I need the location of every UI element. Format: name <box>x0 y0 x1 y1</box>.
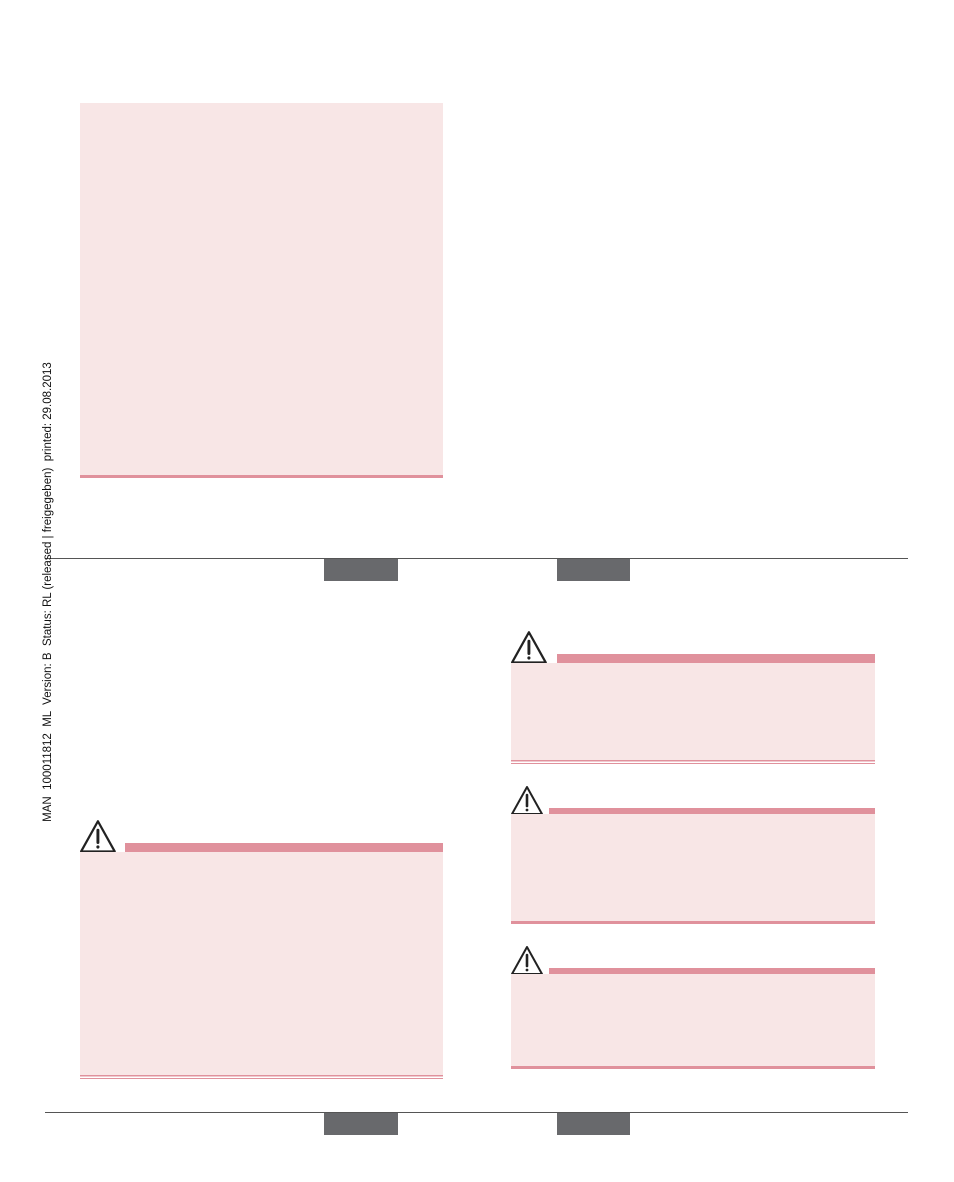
page-divider <box>45 558 908 559</box>
document-info: MAN 100011812 ML Version: B Status: RL (… <box>42 362 54 822</box>
warning-icon <box>510 630 548 664</box>
box-rule <box>80 1075 443 1077</box>
page-tab <box>324 559 398 581</box>
warning-header <box>557 654 875 663</box>
warning-box <box>80 852 443 1075</box>
page-tab <box>557 559 630 581</box>
warning-header <box>125 843 443 852</box>
warning-box <box>511 814 875 921</box>
page-tab <box>557 1113 630 1135</box>
box-rule <box>511 763 875 764</box>
box-rule <box>511 760 875 762</box>
box-rule <box>511 921 875 924</box>
warning-header <box>549 968 875 974</box>
box-rule <box>80 1078 443 1079</box>
page-tab <box>324 1113 398 1135</box>
warning-icon <box>510 785 544 816</box>
note-box <box>80 103 443 475</box>
page-divider <box>45 1112 908 1113</box>
warning-header <box>549 808 875 814</box>
warning-icon <box>510 945 544 976</box>
warning-box <box>511 974 875 1066</box>
warning-icon <box>79 819 117 853</box>
box-rule <box>80 475 443 478</box>
box-rule <box>511 1066 875 1069</box>
warning-box <box>511 663 875 760</box>
